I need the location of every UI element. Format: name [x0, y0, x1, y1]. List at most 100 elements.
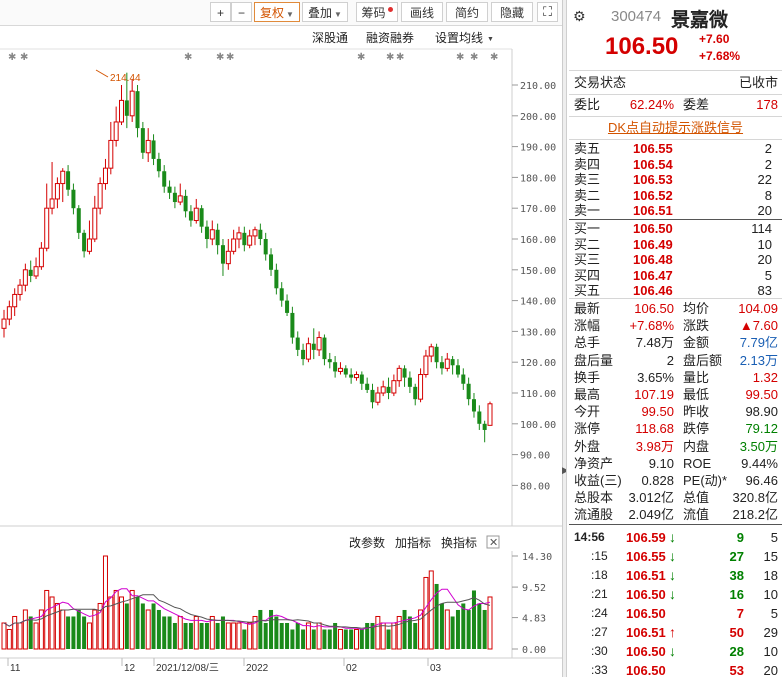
- fuquan-button[interactable]: 复权 ▼: [254, 2, 300, 22]
- divider: [569, 524, 782, 525]
- stat-label: 流值: [683, 507, 710, 523]
- margin-trading-link[interactable]: 融资融券: [366, 30, 414, 45]
- hk-connect-link[interactable]: 深股通: [312, 31, 348, 45]
- volume-bar: [209, 615, 215, 650]
- candle-body: [145, 139, 151, 154]
- candle-body: [86, 238, 92, 252]
- volume-bar: [6, 628, 12, 650]
- kline-chart[interactable]: 深股通 融资融券 设置均线 ▼ 210.00 200.00 190.00 180.00…: [0, 26, 562, 677]
- volume-bar: [124, 603, 129, 649]
- candle-body: [353, 374, 359, 379]
- price-tick-label: 190.00: [520, 143, 556, 154]
- candle-body: [343, 368, 348, 375]
- volume-ma-line: [3, 588, 491, 631]
- volume-bar: [413, 622, 418, 649]
- overlay-button[interactable]: 叠加 ▼: [302, 2, 348, 22]
- volume-bar: [269, 609, 274, 649]
- edit-params-link[interactable]: 改参数: [349, 535, 385, 550]
- volume-bar: [12, 615, 18, 650]
- volume-bar: [455, 609, 460, 649]
- zoom-in-button[interactable]: +: [210, 2, 231, 22]
- settings-icon[interactable]: ⚙: [573, 8, 586, 24]
- stat-label: 外盘: [574, 438, 601, 454]
- volume-bar: [54, 602, 60, 650]
- candle-body: [92, 207, 98, 240]
- splitter[interactable]: [562, 0, 567, 677]
- price-tick-label: 200.00: [520, 112, 556, 123]
- tick-count: 5: [770, 530, 778, 545]
- bid-price: 106.46: [633, 283, 673, 298]
- volume-bar: [113, 589, 119, 650]
- dk-signal-link[interactable]: DK点自动提示涨跌信号: [607, 120, 744, 135]
- candle-body: [44, 207, 50, 249]
- candle-body: [60, 170, 66, 185]
- tick-time: :27: [591, 625, 608, 639]
- stat-label: 涨停: [574, 421, 601, 437]
- hide-button[interactable]: 隐藏: [491, 2, 533, 22]
- stat-value: 1.32: [752, 369, 778, 385]
- candle-body: [461, 374, 466, 384]
- stat-label: 收益(三): [574, 473, 622, 488]
- change-indicator-link[interactable]: 换指标: [441, 535, 477, 550]
- volume-bar: [151, 603, 156, 649]
- stat-label: 内盘: [683, 438, 710, 454]
- event-star-icon: ✱: [386, 52, 394, 63]
- candle-body: [199, 208, 204, 227]
- chips-button[interactable]: 筹码: [356, 2, 398, 22]
- stat-value: 218.2亿: [732, 507, 778, 523]
- collapse-arrow-icon[interactable]: ▶: [562, 455, 569, 485]
- arrow-down-icon: ↓: [669, 548, 676, 564]
- add-indicator-link[interactable]: 加指标: [395, 535, 431, 550]
- x-tick-label: 02: [346, 663, 358, 674]
- ma-settings-link[interactable]: 设置均线: [435, 31, 483, 45]
- stat-label: 跌停: [683, 421, 710, 437]
- volume-bar: [322, 629, 327, 649]
- candle-body: [252, 229, 258, 237]
- volume-bar: [434, 583, 439, 649]
- volume-ma-lines: [3, 588, 491, 631]
- price-tick-label: 80.00: [520, 481, 550, 492]
- volume-bar: [285, 622, 290, 649]
- candle-body: [322, 337, 327, 360]
- close-indicator-button[interactable]: [486, 535, 500, 549]
- tick-time: :15: [591, 549, 608, 563]
- volume-bar: [343, 629, 348, 649]
- book-divider: [569, 219, 782, 220]
- ask-volume: 2: [764, 141, 772, 156]
- chevron-down-icon: ▼: [487, 36, 494, 43]
- draw-line-button[interactable]: 画线: [401, 2, 443, 22]
- candle-body: [129, 90, 135, 117]
- volume-bar: [290, 629, 295, 649]
- ask-volume: 2: [764, 156, 772, 172]
- stat-value: 99.50: [745, 387, 778, 402]
- volume-bar: [183, 622, 188, 649]
- candle-body: [118, 99, 124, 123]
- stat-label: PE(动)*: [683, 473, 728, 488]
- tick-time: :33: [591, 663, 608, 677]
- ask-label: 卖五: [574, 141, 601, 156]
- candle-body: [285, 300, 290, 313]
- volume-bar: [327, 629, 332, 649]
- volume-bar: [177, 615, 183, 650]
- volume-bar: [311, 629, 316, 649]
- volume-bar: [295, 622, 300, 649]
- volume-bar: [38, 609, 44, 650]
- trade-status-value: 已收市: [738, 75, 778, 90]
- volume-bar: [204, 622, 209, 649]
- kline-chart-area[interactable]: 深股通 融资融券 设置均线 ▼ 210.00 200.00 190.00 180.00…: [0, 26, 562, 677]
- price-axis: 210.00 200.00 190.00 180.00 170.00 160.00 150.…: [512, 81, 556, 492]
- volume-bar: [71, 616, 76, 649]
- x-tick-label: 2022: [246, 663, 269, 674]
- stat-value: 2.13万: [739, 352, 778, 368]
- zoom-out-button[interactable]: −: [231, 2, 252, 22]
- volume-bar: [188, 622, 193, 649]
- fullscreen-icon[interactable]: ⛶: [537, 2, 558, 22]
- candle-body: [1, 318, 7, 329]
- volume-bar: [482, 609, 487, 649]
- bid-label: 买三: [574, 252, 601, 267]
- candle-body: [236, 232, 242, 240]
- volume-bar: [66, 616, 71, 649]
- simple-mode-button[interactable]: 简约: [446, 2, 488, 22]
- candle-body: [327, 359, 332, 363]
- stat-value: 7.48万: [635, 335, 674, 351]
